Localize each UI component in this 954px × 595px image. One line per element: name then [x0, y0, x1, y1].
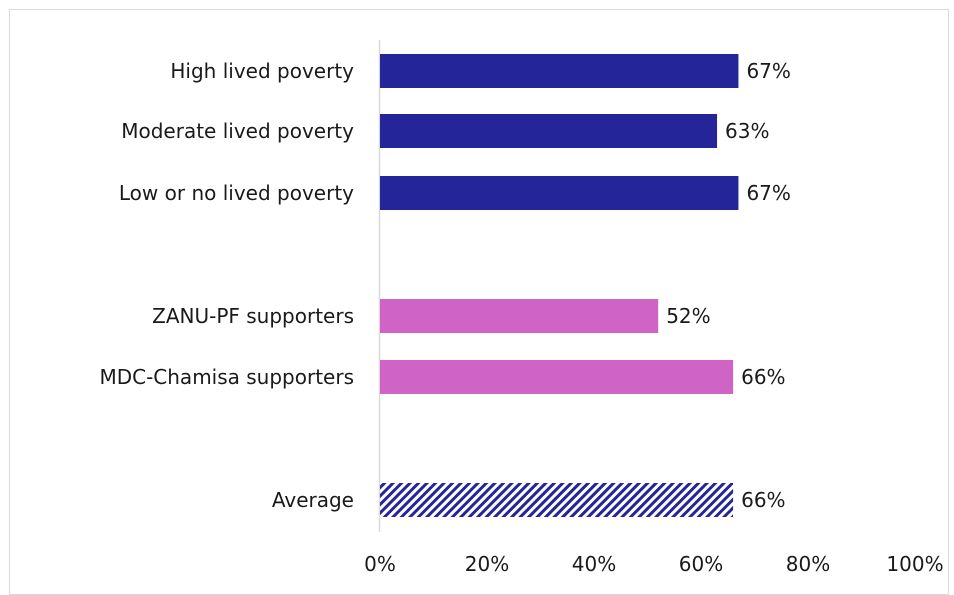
category-label: Low or no lived poverty — [119, 181, 354, 205]
x-tick-label: 40% — [572, 552, 616, 576]
bar-low-or-no-lived-poverty — [380, 176, 739, 210]
data-label: 66% — [741, 365, 785, 389]
bar-high-lived-poverty — [380, 54, 739, 88]
category-label: MDC-Chamisa supporters — [99, 365, 354, 389]
data-label: 63% — [725, 119, 769, 143]
category-label: Average — [272, 488, 354, 512]
data-label: 67% — [746, 59, 790, 83]
bar-average — [380, 483, 734, 517]
x-tick-label: 0% — [364, 552, 396, 576]
bar-moderate-lived-poverty — [380, 114, 718, 148]
x-tick-label: 20% — [465, 552, 509, 576]
x-tick-label: 80% — [786, 552, 830, 576]
data-label: 67% — [746, 181, 790, 205]
data-label: 52% — [666, 304, 710, 328]
x-tick-label: 100% — [886, 552, 943, 576]
category-label: Moderate lived poverty — [121, 119, 354, 143]
data-label: 66% — [741, 488, 785, 512]
x-tick-label: 60% — [679, 552, 723, 576]
category-label: High lived poverty — [170, 59, 354, 83]
category-label: ZANU-PF supporters — [152, 304, 354, 328]
bar-zanu-pf-supporters — [380, 299, 659, 333]
bar-mdc-chamisa-supporters — [380, 360, 734, 394]
